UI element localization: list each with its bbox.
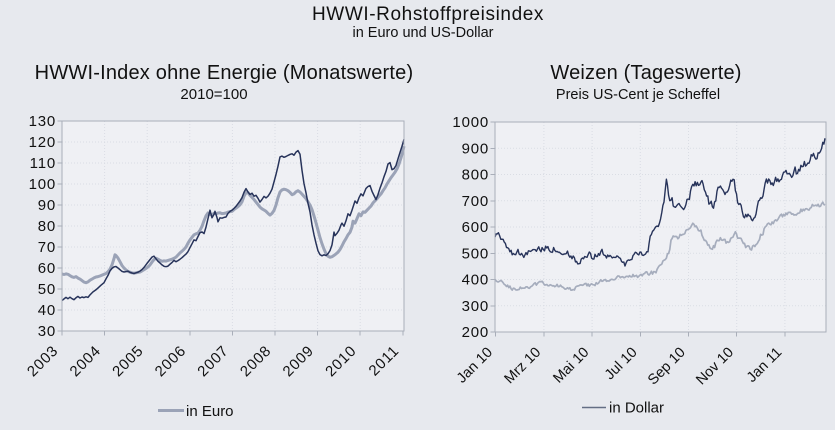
svg-text:HWWI-Index ohne Energie (Monat: HWWI-Index ohne Energie (Monatswerte)	[35, 62, 414, 84]
svg-text:120: 120	[29, 134, 56, 151]
svg-text:50: 50	[38, 281, 56, 298]
svg-text:HWWI-Rohstoffpreisindex: HWWI-Rohstoffpreisindex	[312, 4, 544, 25]
svg-text:1000: 1000	[452, 114, 489, 131]
svg-text:in Euro: in Euro	[186, 403, 234, 420]
svg-text:900: 900	[462, 140, 489, 157]
svg-text:100: 100	[29, 176, 56, 193]
svg-text:60: 60	[38, 260, 56, 277]
svg-text:30: 30	[38, 323, 56, 340]
svg-text:500: 500	[462, 245, 489, 262]
svg-text:in Dollar: in Dollar	[609, 400, 664, 417]
svg-text:90: 90	[38, 197, 56, 214]
svg-text:400: 400	[462, 272, 489, 289]
svg-text:Weizen (Tageswerte): Weizen (Tageswerte)	[550, 62, 741, 84]
svg-text:110: 110	[30, 155, 56, 172]
svg-text:Preis US-Cent je Scheffel: Preis US-Cent je Scheffel	[556, 87, 720, 103]
svg-text:80: 80	[38, 218, 56, 235]
svg-text:2010=100: 2010=100	[180, 86, 247, 103]
svg-text:130: 130	[29, 113, 56, 130]
svg-text:800: 800	[462, 167, 489, 184]
svg-text:600: 600	[462, 219, 489, 236]
svg-text:40: 40	[38, 302, 56, 319]
svg-text:70: 70	[38, 239, 56, 256]
svg-text:300: 300	[462, 298, 489, 315]
svg-text:200: 200	[462, 324, 489, 341]
svg-text:700: 700	[462, 193, 489, 210]
svg-text:in Euro und US-Dollar: in Euro und US-Dollar	[352, 25, 493, 41]
